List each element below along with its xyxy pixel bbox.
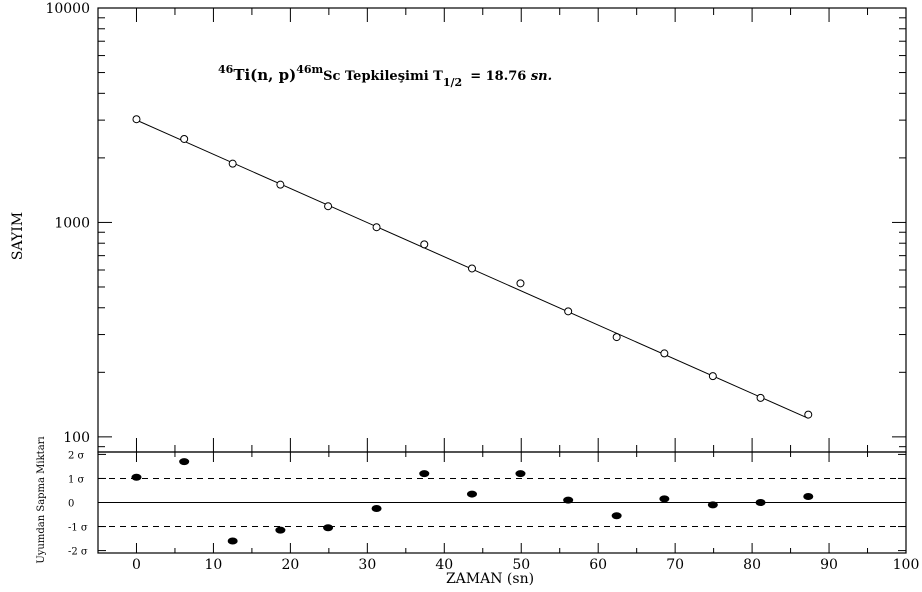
- decay-data-point: [612, 333, 621, 342]
- residual-y-tick-label: -1 σ: [68, 523, 88, 534]
- decay-data-point: [324, 202, 333, 211]
- decay-data-point: [276, 180, 285, 189]
- residual-data-point: [707, 501, 718, 509]
- residual-data-point: [323, 524, 334, 532]
- title-sub-half: 1/2: [443, 76, 462, 89]
- title-unit: sn.: [531, 69, 552, 84]
- residual-data-point: [515, 470, 526, 478]
- residual-data-point: [131, 473, 142, 481]
- decay-data-point: [756, 393, 765, 402]
- x-tick-label: 30: [358, 557, 376, 573]
- decay-data-point: [420, 240, 429, 249]
- x-axis-title: ZAMAN (sn): [446, 571, 534, 587]
- residual-y-tick-label: 2 σ: [68, 450, 85, 461]
- decay-y-tick-labels: 100 1000 10000: [45, 1, 90, 446]
- decay-data-point: [660, 349, 669, 358]
- residual-y-tick-label: 1 σ: [68, 474, 85, 485]
- x-tick-labels: 0 10 20 30 40 50 60 70 80 90 100: [132, 557, 919, 573]
- title-sup-46m: 46m: [296, 63, 323, 76]
- residual-y-tick-labels: 2 σ 1 σ 0 -1 σ -2 σ: [68, 450, 88, 557]
- decay-data-point: [372, 223, 381, 232]
- residual-data-point: [419, 470, 430, 478]
- residual-data-point: [179, 458, 190, 466]
- x-tick-label: 70: [666, 557, 684, 573]
- residual-data-point: [563, 496, 574, 504]
- residual-data-point: [275, 526, 286, 534]
- residual-data-point: [803, 492, 814, 500]
- decay-data-points: [132, 115, 813, 419]
- chart-title: 46Ti(n, p)46mSc Tepkileşimi T1/2 = 18.76 …: [218, 63, 552, 89]
- x-tick-label: 40: [435, 557, 453, 573]
- x-tick-label: 60: [589, 557, 607, 573]
- residual-y-tick-label: 0: [68, 499, 74, 510]
- decay-data-point: [132, 115, 141, 124]
- x-tick-label: 10: [205, 557, 223, 573]
- residual-data-point: [755, 499, 766, 506]
- decay-data-point: [180, 134, 189, 143]
- title-value: = 18.76: [470, 69, 531, 84]
- y-tick-label: 10000: [45, 1, 90, 17]
- residual-y-tick-label: -2 σ: [68, 547, 88, 558]
- title-reaction: Ti(n, p): [233, 66, 296, 84]
- residual-data-points: [131, 458, 814, 545]
- y-tick-label: 1000: [54, 215, 90, 231]
- title-product: Sc Tepkileşimi T: [323, 69, 443, 84]
- decay-data-point: [804, 410, 813, 419]
- residual-data-point: [659, 495, 670, 503]
- decay-axis-ticks: [97, 8, 907, 452]
- x-tick-label: 90: [820, 557, 838, 573]
- residual-reference-lines: [98, 477, 906, 528]
- x-tick-label: 0: [132, 557, 141, 573]
- decay-data-point: [228, 159, 237, 168]
- residual-axis-ticks: [97, 452, 907, 553]
- decay-data-point: [708, 372, 717, 381]
- residual-data-point: [611, 512, 622, 520]
- decay-data-point: [516, 279, 525, 288]
- residual-data-point: [466, 490, 477, 498]
- y-tick-label: 100: [63, 430, 90, 446]
- title-sup-46: 46: [218, 63, 234, 76]
- x-tick-label: 100: [893, 557, 920, 573]
- x-tick-label: 80: [743, 557, 761, 573]
- decay-data-point: [467, 264, 476, 273]
- residual-data-point: [371, 505, 382, 513]
- residual-data-point: [227, 537, 238, 545]
- y-axis-title: SAYIM: [10, 212, 26, 260]
- x-tick-label: 50: [512, 557, 530, 573]
- x-tick-label: 20: [281, 557, 299, 573]
- decay-data-point: [564, 307, 573, 316]
- residual-y-axis-title: Uyumdan Sapma Miktarı: [36, 436, 47, 563]
